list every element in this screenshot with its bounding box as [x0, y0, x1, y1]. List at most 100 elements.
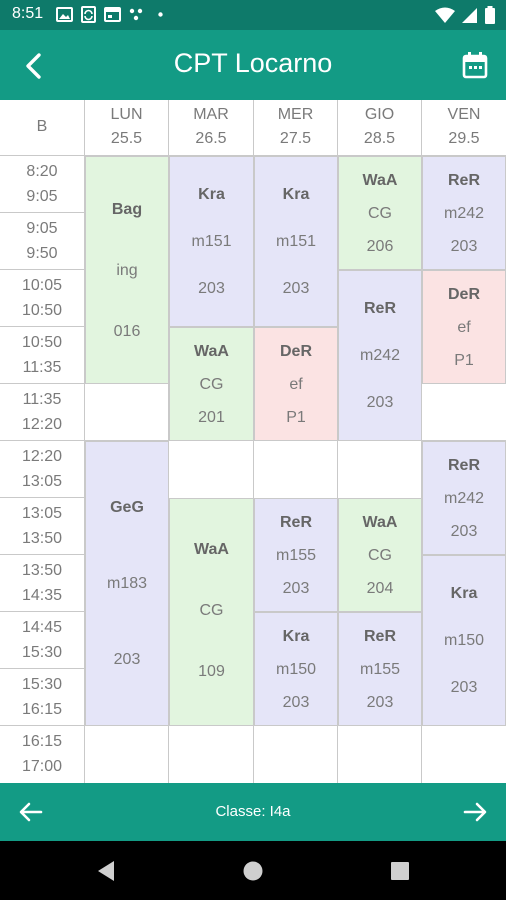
- slot-end: 17:00: [21, 758, 63, 775]
- lesson-subject: ef: [457, 319, 471, 336]
- lesson-block[interactable]: DeR ef P1: [422, 270, 506, 384]
- lesson-teacher: ReR: [447, 172, 480, 189]
- next-week-button[interactable]: [462, 799, 488, 825]
- day-name: LUN: [110, 106, 143, 123]
- app-bar: CPT Locarno: [0, 30, 506, 100]
- lesson-block[interactable]: WaA CG 201: [169, 327, 254, 441]
- slot-end: 13:50: [21, 530, 63, 547]
- lesson-room: 203: [366, 694, 394, 711]
- class-navigation-bar: Classe: I4a: [0, 783, 506, 841]
- grid-line: [337, 156, 338, 783]
- lesson-room: 203: [366, 394, 394, 411]
- notification-icons: [56, 6, 169, 23]
- day-date: 28.5: [363, 130, 396, 147]
- lesson-block[interactable]: Kra m151 203: [169, 156, 254, 327]
- lesson-subject: CG: [368, 205, 392, 222]
- lesson-block[interactable]: ReR m155 203: [338, 612, 422, 726]
- lesson-block[interactable]: ReR m242 203: [338, 270, 422, 441]
- page-title: CPT Locarno: [173, 48, 333, 78]
- status-bar: 8:51: [0, 0, 506, 30]
- grid-line: [253, 156, 254, 783]
- slot-start: 14:45: [21, 619, 63, 636]
- lesson-subject: m183: [106, 575, 148, 592]
- slot-start: 13:50: [21, 562, 63, 579]
- class-label: Classe: I4a: [215, 803, 291, 820]
- day-date: 26.5: [195, 130, 227, 147]
- lesson-block[interactable]: WaA CG 109: [169, 498, 254, 726]
- lesson-block[interactable]: WaA CG 204: [338, 498, 422, 612]
- lesson-room: 203: [450, 238, 478, 255]
- slot-end: 12:20: [21, 416, 63, 433]
- previous-week-button[interactable]: [18, 799, 44, 825]
- lesson-subject: m155: [275, 547, 317, 564]
- lesson-block[interactable]: DeR ef P1: [254, 327, 338, 441]
- lesson-block[interactable]: Kra m151 203: [254, 156, 338, 327]
- lesson-subject: m150: [443, 632, 485, 649]
- system-navigation-bar: [0, 841, 506, 900]
- signal-icon: [461, 7, 478, 29]
- day-date: 27.5: [279, 130, 312, 147]
- time-slot: 14:45 15:30: [0, 612, 85, 669]
- lesson-teacher: DeR: [279, 343, 312, 360]
- time-slot: 12:20 13:05: [0, 441, 85, 498]
- slot-end: 11:35: [22, 359, 62, 376]
- lesson-teacher: GeG: [110, 499, 144, 516]
- lesson-subject: CG: [199, 602, 224, 619]
- day-name: GIO: [364, 106, 395, 123]
- arrow-back-icon: [26, 53, 41, 79]
- nav-home-button[interactable]: [241, 859, 265, 883]
- lesson-teacher: WaA: [362, 172, 398, 189]
- lesson-subject: m151: [191, 233, 232, 250]
- lesson-block[interactable]: Kra m150 203: [422, 555, 506, 726]
- lesson-subject: m242: [359, 347, 401, 364]
- slot-start: 16:15: [21, 733, 63, 750]
- lesson-room: 203: [450, 523, 478, 540]
- lesson-teacher: ReR: [447, 457, 480, 474]
- day-header-gio[interactable]: GIO 28.5: [338, 100, 422, 156]
- lesson-subject: CG: [368, 547, 392, 564]
- arrow-left-icon: [19, 802, 43, 822]
- back-button[interactable]: [18, 50, 50, 82]
- lesson-room: 109: [198, 663, 225, 680]
- lesson-subject: m155: [359, 661, 401, 678]
- lesson-teacher: Kra: [198, 186, 225, 203]
- lesson-block[interactable]: ReR m242 203: [422, 441, 506, 555]
- lesson-teacher: WaA: [194, 343, 229, 360]
- time-slot: 10:05 10:50: [0, 270, 85, 327]
- lesson-room: 203: [282, 580, 310, 597]
- lesson-block[interactable]: ReR m155 203: [254, 498, 338, 612]
- slot-start: 15:30: [21, 676, 63, 693]
- slot-start: 13:05: [21, 505, 63, 522]
- day-header-mar[interactable]: MAR 26.5: [169, 100, 254, 156]
- lesson-block[interactable]: ReR m242 203: [422, 156, 506, 270]
- lesson-block[interactable]: Kra m150 203: [254, 612, 338, 726]
- nav-back-button[interactable]: [94, 859, 118, 883]
- timetable-grid: B LUN 25.5 MAR 26.5 MER 27.5 GIO 28.5 VE…: [0, 100, 506, 783]
- lesson-teacher: Kra: [282, 186, 310, 203]
- lesson-teacher: WaA: [194, 541, 229, 558]
- lesson-block[interactable]: Bag ing 016: [85, 156, 169, 384]
- grid-line: [421, 156, 422, 783]
- lesson-room: 203: [113, 651, 141, 668]
- time-slot: 10:50 11:35: [0, 327, 85, 384]
- slot-start: 8:20: [26, 163, 58, 180]
- nav-recents-button[interactable]: [388, 859, 412, 883]
- day-header-lun[interactable]: LUN 25.5: [85, 100, 169, 156]
- time-slot: 8:20 9:05: [0, 156, 85, 213]
- lesson-teacher: ReR: [363, 628, 396, 645]
- status-time: 8:51: [12, 5, 44, 22]
- time-slot: 11:35 12:20: [0, 384, 85, 441]
- day-header-mer[interactable]: MER 27.5: [254, 100, 338, 156]
- day-header-ven[interactable]: VEN 29.5: [422, 100, 506, 156]
- lesson-room: 016: [113, 323, 141, 340]
- lesson-subject: CG: [199, 376, 224, 393]
- lesson-block[interactable]: GeG m183 203: [85, 441, 169, 726]
- slot-end: 15:30: [21, 644, 63, 661]
- lesson-block[interactable]: WaA CG 206: [338, 156, 422, 270]
- lesson-room: P1: [454, 352, 474, 369]
- calendar-button[interactable]: [460, 50, 490, 80]
- slot-start: 10:50: [21, 334, 63, 351]
- slot-end: 9:50: [26, 245, 58, 262]
- time-slot: 16:15 17:00: [0, 726, 85, 783]
- lesson-teacher: ReR: [279, 514, 312, 531]
